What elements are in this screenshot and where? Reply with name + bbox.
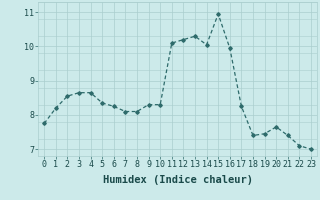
X-axis label: Humidex (Indice chaleur): Humidex (Indice chaleur) (103, 175, 252, 185)
